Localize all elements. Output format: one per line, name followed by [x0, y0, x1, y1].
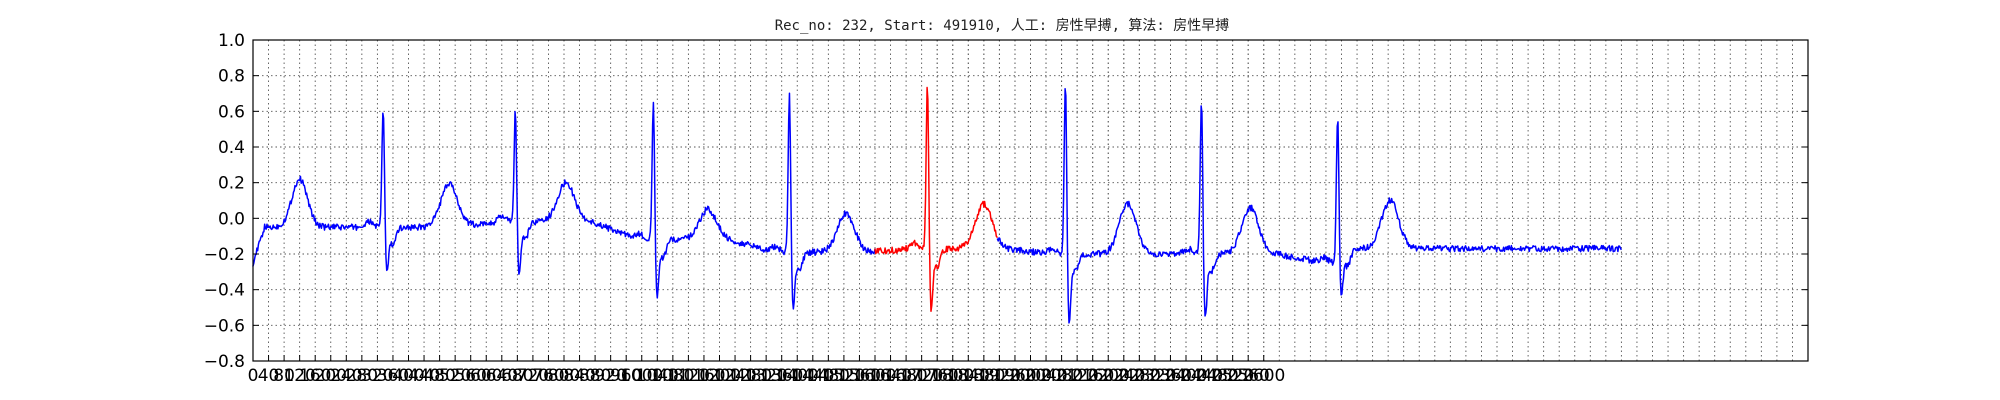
y-tick-label: 0.8	[218, 67, 245, 87]
plot-frame	[252, 39, 1809, 362]
y-tick-label: 1.0	[218, 31, 245, 51]
x-tick-label: 520	[439, 366, 471, 386]
x-tick-label: 2600	[1242, 366, 1285, 386]
x-tick-label: 640	[486, 366, 518, 386]
x-tick-label: 0	[248, 366, 259, 386]
x-tick-label: 1880	[962, 366, 1005, 386]
x-tick-label: 1720	[900, 366, 943, 386]
x-tick-label: 2280	[1118, 366, 1161, 386]
x-tick-label: 1560	[838, 366, 881, 386]
x-tick-label: 2360	[1149, 366, 1192, 386]
x-tick-label: 1040	[636, 366, 679, 386]
x-tick-label: 1760	[916, 366, 959, 386]
x-tick-label: 880	[579, 366, 611, 386]
x-tick-label: 760	[532, 366, 564, 386]
grid-lines	[253, 40, 1809, 361]
x-tick-label: 1840	[947, 366, 990, 386]
x-tick-label: 1320	[745, 366, 788, 386]
x-tick-label: 200	[315, 366, 347, 386]
y-tick-label: 0.6	[218, 102, 245, 122]
y-tick-label: −0.6	[204, 316, 245, 336]
chart-title: Rec_no: 232, Start: 491910, 人工: 房性早搏, 算法…	[775, 17, 1230, 34]
x-axis-ticks: 0 408012016020024028032036040044048052056…	[248, 355, 1285, 386]
x-tick-label: 600	[470, 366, 502, 386]
x-tick-label: 80	[273, 366, 295, 386]
x-tick-label: 2560	[1227, 366, 1270, 386]
x-tick-label: 2520	[1211, 366, 1254, 386]
x-tick-label: 2200	[1087, 366, 1130, 386]
y-axis-ticks: 1.0 0.8 0.6 0.4 0.2 0.0 −0.2 −0.4 −0.6 −0.8	[204, 31, 1808, 372]
x-tick-label: 1240	[713, 366, 756, 386]
x-tick-label: 1400	[776, 366, 819, 386]
y-tick-label: 0.2	[218, 174, 245, 194]
x-tick-label: 1480	[807, 366, 850, 386]
x-tick-label: 1000	[620, 366, 663, 386]
ecg-trace-normal	[252, 92, 876, 310]
x-tick-label: 1120	[667, 366, 710, 386]
x-tick-label: 2400	[1164, 366, 1207, 386]
x-tick-label: 280	[346, 366, 378, 386]
x-tick-label: 1680	[884, 366, 927, 386]
x-tick-label: 1200	[698, 366, 741, 386]
x-tick-label: 480	[423, 366, 455, 386]
x-tick-label: 680	[501, 366, 533, 386]
x-tick-label: 1360	[760, 366, 803, 386]
x-tick-label: 1960	[993, 366, 1036, 386]
x-tick-label: 1800	[931, 366, 974, 386]
x-tick-label: 2160	[1071, 366, 1114, 386]
x-tick-label: 1160	[682, 366, 725, 386]
y-tick-label: −0.4	[204, 281, 245, 301]
x-tick-label: 800	[548, 366, 580, 386]
x-tick-label: 1520	[822, 366, 865, 386]
y-tick-label: −0.8	[204, 352, 245, 372]
x-tick-label: 2480	[1195, 366, 1238, 386]
x-tick-label: 320	[361, 366, 393, 386]
x-tick-label: 560	[454, 366, 486, 386]
y-tick-label: 0.0	[218, 209, 245, 229]
x-tick-label: 960	[610, 366, 642, 386]
x-tick-label: 1440	[791, 366, 834, 386]
x-tick-label: 400	[392, 366, 424, 386]
x-tick-label: 240	[330, 366, 362, 386]
x-tick-label: 2440	[1180, 366, 1223, 386]
x-tick-label: 2240	[1102, 366, 1145, 386]
x-tick-label: 920	[594, 366, 626, 386]
x-tick-label: 360	[377, 366, 409, 386]
x-tick-label: 1920	[978, 366, 1021, 386]
x-tick-label: 440	[408, 366, 440, 386]
x-tick-label: 2000	[1009, 366, 1052, 386]
y-tick-label: 0.4	[218, 138, 245, 158]
x-tick-label: 40	[258, 366, 280, 386]
x-tick-label: 160	[299, 366, 331, 386]
ecg-trace-highlighted	[874, 86, 998, 313]
x-tick-label: 1640	[869, 366, 912, 386]
x-tick-label: 1080	[651, 366, 694, 386]
x-tick-label: 2080	[1040, 366, 1083, 386]
x-tick-label: 120	[283, 366, 315, 386]
x-tick-label: 720	[517, 366, 549, 386]
x-tick-label: 1280	[729, 366, 772, 386]
x-tick-label: 2040	[1024, 366, 1067, 386]
x-tick-label: 2320	[1133, 366, 1176, 386]
x-tick-label: 1600	[853, 366, 896, 386]
ecg-trace-normal	[996, 88, 1622, 324]
x-tick-label: 840	[563, 366, 595, 386]
ecg-traces	[252, 86, 1622, 324]
x-tick-label: 2120	[1056, 366, 1099, 386]
y-tick-label: −0.2	[204, 245, 245, 265]
